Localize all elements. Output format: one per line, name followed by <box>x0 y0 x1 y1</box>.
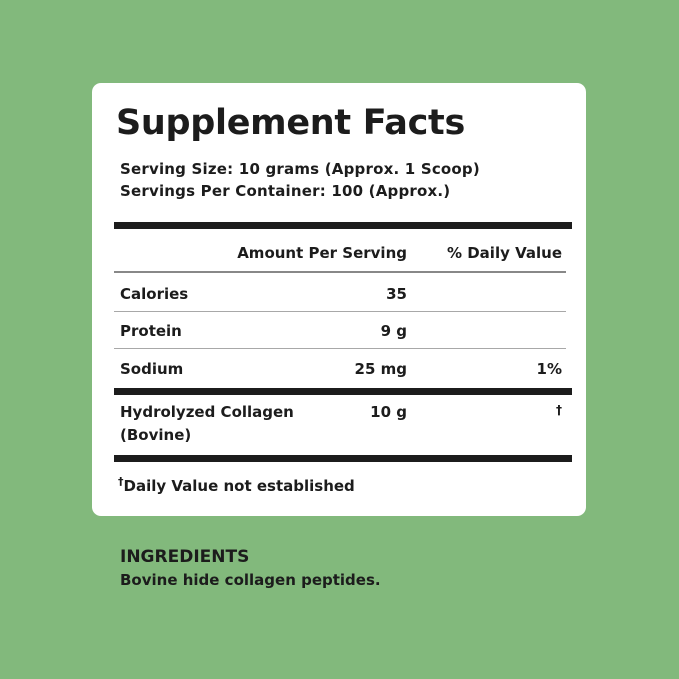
footnote-text: Daily Value not established <box>123 477 355 495</box>
divider <box>114 311 566 312</box>
row-collagen-name-line2: (Bovine) <box>120 426 192 444</box>
row-collagen-amount: 10 g <box>370 403 407 421</box>
row-sodium-name: Sodium <box>120 360 184 378</box>
thick-divider <box>114 388 572 395</box>
row-protein-name: Protein <box>120 322 182 340</box>
row-sodium-amount: 25 mg <box>354 360 407 378</box>
row-calories-amount: 35 <box>386 285 407 303</box>
supplement-facts-panel: Supplement Facts Serving Size: 10 grams … <box>92 83 586 516</box>
row-sodium-dv: 1% <box>536 360 562 378</box>
row-collagen-name: Hydrolyzed Collagen <box>120 403 294 421</box>
thick-divider <box>114 222 572 229</box>
ingredients-heading: INGREDIENTS <box>120 547 250 567</box>
thick-divider <box>114 455 572 462</box>
footnote: †Daily Value not established <box>118 475 355 495</box>
servings-per-container: Servings Per Container: 100 (Approx.) <box>120 182 451 200</box>
row-collagen-dv: † <box>556 403 562 417</box>
panel-title: Supplement Facts <box>116 103 465 143</box>
header-daily-value: % Daily Value <box>446 244 562 262</box>
dagger-mark: † <box>118 475 124 488</box>
row-protein-amount: 9 g <box>380 322 407 340</box>
divider <box>114 348 566 349</box>
row-calories-name: Calories <box>120 285 189 303</box>
serving-size: Serving Size: 10 grams (Approx. 1 Scoop) <box>120 160 480 178</box>
ingredients-text: Bovine hide collagen peptides. <box>120 571 381 589</box>
header-amount: Amount Per Serving <box>237 244 407 262</box>
divider <box>114 271 566 273</box>
